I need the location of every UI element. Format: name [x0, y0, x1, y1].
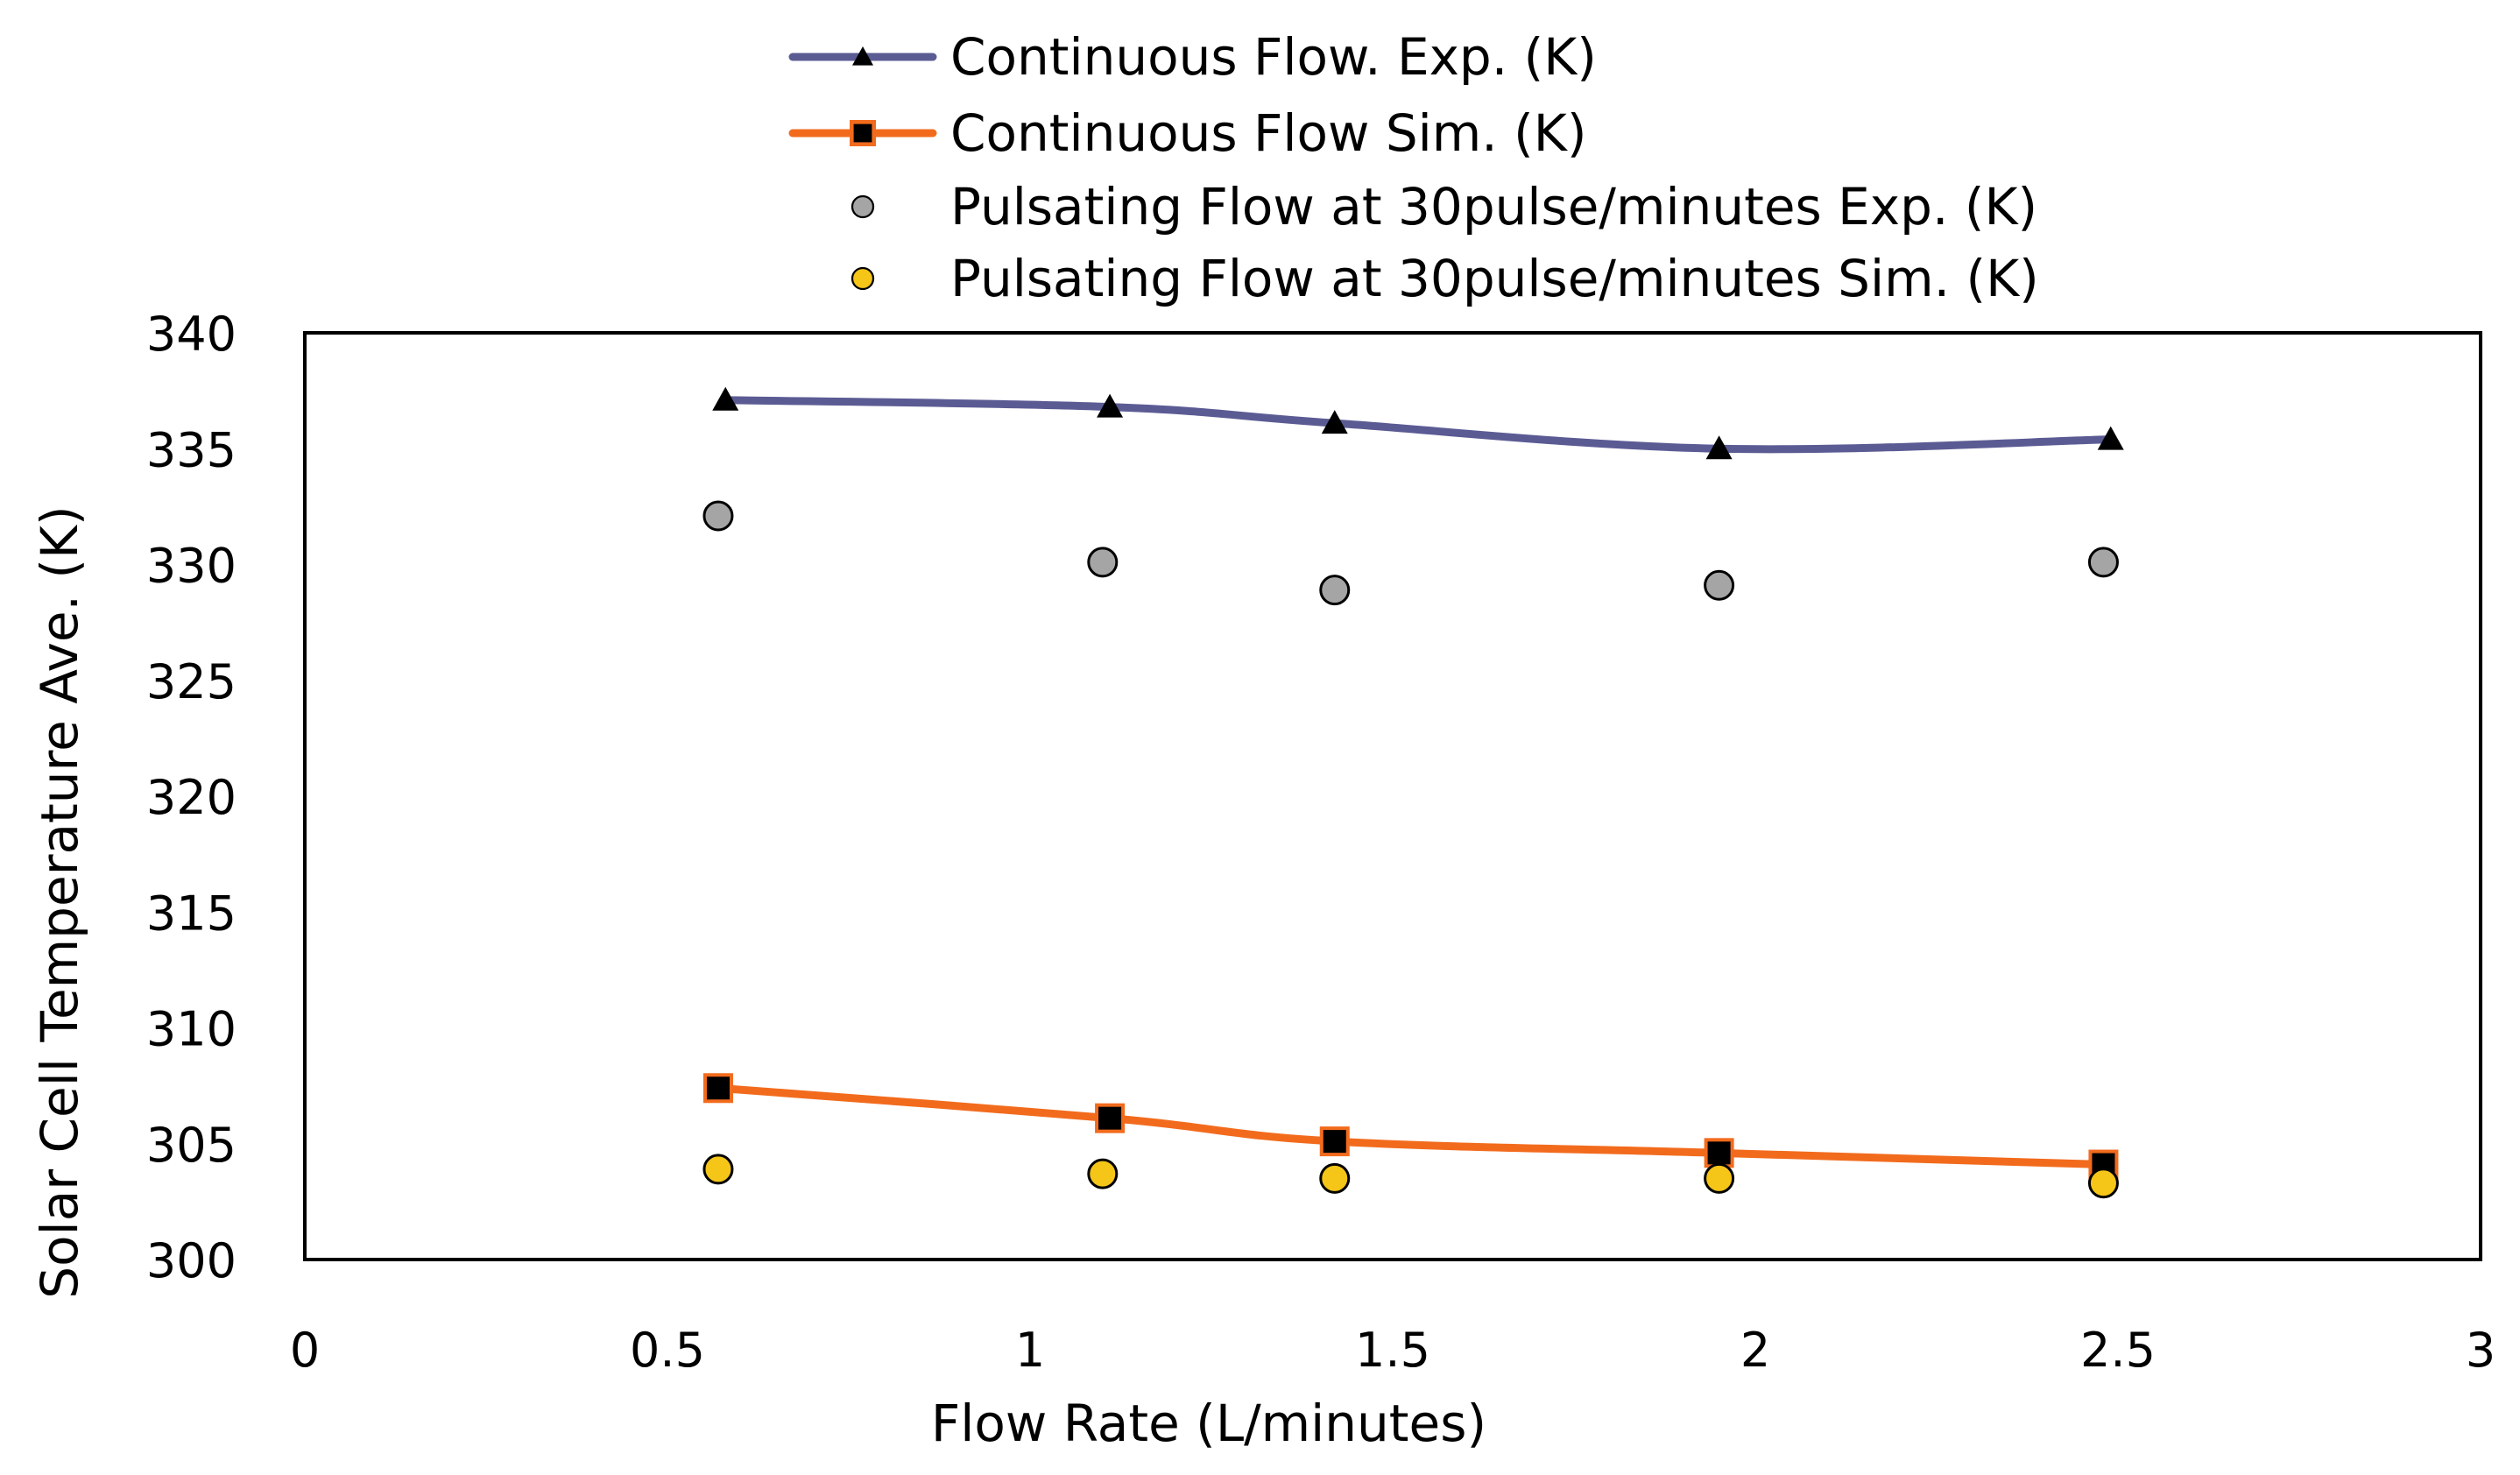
y-tick-label: 300: [146, 1233, 236, 1288]
x-tick-label: 0.5: [630, 1323, 705, 1378]
series-3: [702, 1154, 2119, 1199]
data-point: [702, 500, 734, 532]
y-tick-label: 335: [146, 422, 236, 477]
series-0: [712, 386, 2124, 460]
data-point: [706, 1076, 730, 1100]
data-point: [712, 386, 739, 411]
x-tick-label: 1.5: [1355, 1323, 1430, 1378]
data-point: [1319, 575, 1351, 606]
legend-item: Pulsating Flow at 30pulse/minutes Exp. (…: [851, 177, 2037, 236]
x-axis-ticks: 0 0.5 1 1.5 2 2.5 3: [290, 1323, 2495, 1378]
data-point: [1097, 393, 1124, 418]
x-tick-label: 0: [290, 1323, 320, 1378]
data-point: [1087, 547, 1119, 578]
x-tick-label: 1: [1015, 1323, 1045, 1378]
y-tick-label: 305: [146, 1118, 236, 1173]
x-tick-label: 2: [1740, 1323, 1770, 1378]
legend-label: Continuous Flow. Exp. (K): [950, 27, 1597, 87]
y-tick-label: 330: [146, 539, 236, 594]
plot-area-frame: [303, 331, 2482, 1261]
legend-item: Continuous Flow Sim. (K): [788, 103, 1586, 163]
data-point: [1707, 1141, 1731, 1165]
legend-marker: [852, 46, 873, 66]
y-tick-label: 315: [146, 886, 236, 941]
data-point: [2087, 1168, 2119, 1199]
legend-label: Continuous Flow Sim. (K): [950, 103, 1586, 163]
series-layer: [702, 386, 2124, 1199]
data-point: [1321, 410, 1348, 434]
series-2: [702, 500, 2119, 606]
legend-marker: [851, 266, 875, 291]
data-point: [1087, 1158, 1119, 1189]
y-axis-title: Solar Cell Temperature Ave. (K): [30, 505, 89, 1298]
x-tick-label: 3: [2466, 1323, 2495, 1378]
data-point: [1098, 1106, 1122, 1130]
data-point: [2097, 426, 2124, 450]
series-line: [714, 1083, 2107, 1169]
data-point: [1704, 1162, 1735, 1194]
data-point: [1319, 1162, 1351, 1194]
y-tick-label: 320: [146, 770, 236, 825]
legend-item: Pulsating Flow at 30pulse/minutes Sim. (…: [851, 249, 2039, 308]
series-1: [702, 1073, 2119, 1180]
data-point: [2087, 547, 2119, 578]
legend-marker: [851, 194, 875, 219]
y-axis-ticks: 300 305 310 315 320 325 330 335 340: [146, 307, 236, 1288]
data-point: [1323, 1130, 1346, 1154]
y-tick-label: 340: [146, 307, 236, 362]
data-point: [702, 1154, 734, 1185]
x-axis-title: Flow Rate (L/minutes): [931, 1394, 1486, 1453]
legend-label: Pulsating Flow at 30pulse/minutes Exp. (…: [950, 177, 2037, 236]
data-point: [1705, 435, 1733, 460]
legend-label: Pulsating Flow at 30pulse/minutes Sim. (…: [950, 249, 2039, 308]
y-tick-label: 310: [146, 1002, 236, 1057]
legend-item: Continuous Flow. Exp. (K): [788, 27, 1597, 87]
legend: Continuous Flow. Exp. (K) Continuous Flow…: [788, 27, 2039, 308]
y-tick-label: 325: [146, 654, 236, 709]
x-tick-label: 2.5: [2080, 1323, 2156, 1378]
data-point: [1704, 569, 1735, 601]
series-line: [721, 396, 2115, 454]
legend-marker: [853, 124, 872, 143]
